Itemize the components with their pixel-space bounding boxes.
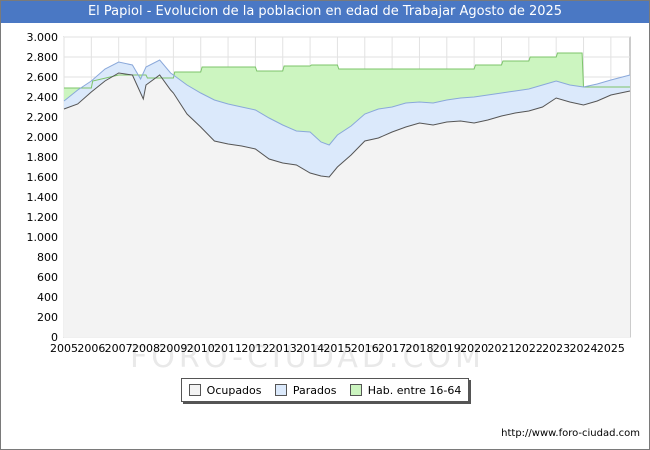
- y-tick-label: 600: [37, 271, 58, 284]
- x-tick-label: 2007: [105, 342, 133, 355]
- x-tick-label: 2012: [241, 342, 269, 355]
- chart-title: El Papiol - Evolucion de la poblacion en…: [1, 1, 649, 23]
- x-tick-label: 2018: [405, 342, 433, 355]
- x-tick-label: 2024: [570, 342, 598, 355]
- y-tick-label: 3.000: [27, 31, 59, 44]
- x-tick-label: 2025: [597, 342, 625, 355]
- x-tick-label: 2010: [187, 342, 215, 355]
- y-axis-ticks: 0 200 400 600 800 1.000 1.200 1.400 1.600 1.800 2.…: [27, 31, 59, 344]
- y-tick-label: 200: [37, 311, 58, 324]
- y-tick-label: 0: [51, 331, 58, 344]
- legend-label-hab: Hab. entre 16-64: [367, 383, 462, 397]
- legend-swatch-hab: [349, 384, 362, 396]
- x-tick-label: 2019: [433, 342, 461, 355]
- series-ocupados-area: [64, 73, 630, 337]
- legend-swatch-ocupados: [188, 384, 201, 396]
- y-tick-label: 400: [37, 291, 58, 304]
- source-link[interactable]: http://www.foro-ciudad.com: [501, 428, 640, 439]
- y-tick-label: 2.200: [27, 111, 59, 124]
- legend-swatch-parados: [274, 384, 287, 396]
- series-hab-line: [64, 52, 630, 89]
- legend-item-parados: Parados: [274, 383, 337, 397]
- x-tick-label: 2023: [542, 342, 570, 355]
- x-tick-label: 2009: [159, 342, 187, 355]
- x-axis-ticks: 2005 2006 2007 2008 2009 2010 2011 2012 2013 2014…: [50, 342, 625, 355]
- y-tick-label: 1.000: [27, 231, 59, 244]
- y-tick-label: 2.400: [27, 91, 59, 104]
- x-tick-label: 2022: [515, 342, 543, 355]
- y-tick-label: 2.600: [27, 71, 59, 84]
- x-tick-label: 2020: [460, 342, 488, 355]
- y-tick-label: 2.800: [27, 51, 59, 64]
- watermark: FORO-CIUDAD.COM: [130, 340, 485, 375]
- y-tick-label: 1.800: [27, 151, 59, 164]
- x-tick-label: 2006: [77, 342, 105, 355]
- x-tick-label: 2014: [296, 342, 324, 355]
- x-tick-label: 2013: [269, 342, 297, 355]
- legend: Ocupados Parados Hab. entre 16-64: [181, 378, 469, 402]
- series-parados-line: [63, 59, 631, 146]
- x-tick-label: 2021: [487, 342, 515, 355]
- x-tick-label: 2017: [378, 342, 406, 355]
- series-ocupados-line: [63, 72, 631, 178]
- legend-item-hab: Hab. entre 16-64: [349, 383, 462, 397]
- legend-label-parados: Parados: [292, 383, 337, 397]
- x-tick-label: 2005: [50, 342, 78, 355]
- legend-item-ocupados: Ocupados: [188, 383, 262, 397]
- y-tick-label: 1.400: [27, 191, 59, 204]
- y-tick-label: 2.000: [27, 131, 59, 144]
- x-tick-label: 2016: [351, 342, 379, 355]
- x-tick-label: 2008: [132, 342, 160, 355]
- y-tick-label: 1.200: [27, 211, 59, 224]
- y-tick-label: 1.600: [27, 171, 59, 184]
- legend-label-ocupados: Ocupados: [206, 383, 262, 397]
- x-tick-label: 2011: [214, 342, 242, 355]
- y-tick-label: 800: [37, 251, 58, 264]
- x-tick-label: 2015: [323, 342, 351, 355]
